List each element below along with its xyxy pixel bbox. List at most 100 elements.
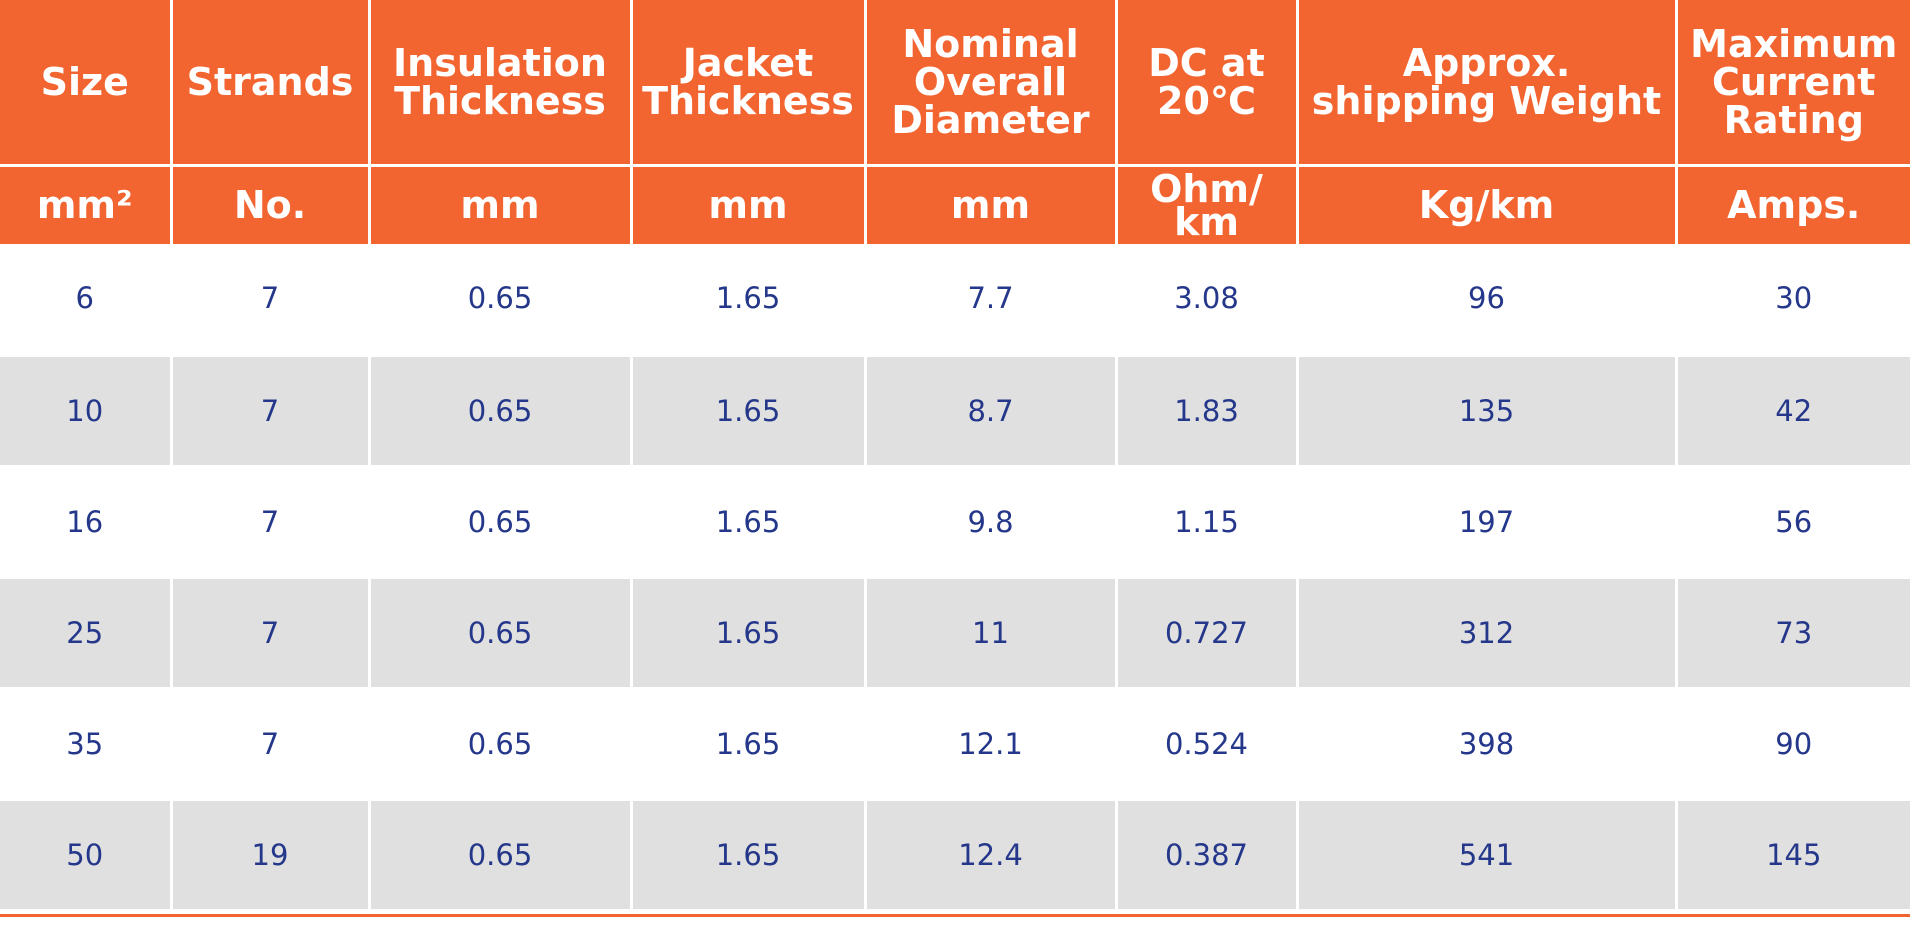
cell-text: 7	[260, 615, 280, 650]
data-cell: 25	[0, 578, 170, 687]
header-cell: DC at 20℃	[1117, 0, 1296, 164]
data-cell: 0.387	[1117, 800, 1296, 909]
cell-text: 1.65	[715, 504, 781, 539]
bottom-rule	[0, 914, 1910, 917]
header-cell: Nominal Overall Diameter	[866, 0, 1115, 164]
cell-text: 0.727	[1164, 615, 1249, 650]
data-cell: 73	[1677, 578, 1910, 687]
header-text: Strands	[186, 60, 354, 104]
header-text: shipping Weight	[1311, 79, 1662, 123]
data-cell: 7	[172, 356, 368, 465]
cell-text: 0.387	[1164, 837, 1249, 872]
data-cell: 90	[1678, 690, 1910, 798]
cell-text: 73	[1775, 615, 1813, 650]
header-text: Jacket	[682, 41, 814, 85]
unit-cell: No.	[172, 167, 368, 244]
data-cell: 135	[1298, 356, 1675, 465]
data-cell: 0.65	[370, 800, 630, 909]
unit-text: No.	[233, 183, 307, 228]
cell-text: 11	[972, 615, 1009, 650]
data-cell: 0.65	[371, 244, 630, 352]
cell-text: 90	[1775, 726, 1813, 761]
cell-text: 135	[1458, 393, 1515, 428]
data-cell: 35	[0, 690, 170, 798]
unit-cell: Ohm/km	[1117, 167, 1296, 244]
header-text: 20℃	[1157, 79, 1256, 123]
data-cell: 541	[1298, 800, 1675, 909]
unit-cell: Amps.	[1677, 167, 1910, 244]
cell-text: 56	[1775, 504, 1813, 539]
data-cell: 16	[0, 468, 170, 576]
cell-text: 9.8	[967, 504, 1014, 539]
header-text: Thickness	[394, 79, 606, 123]
data-cell: 7.7	[867, 244, 1115, 352]
data-cell: 56	[1678, 468, 1910, 576]
data-cell: 312	[1298, 578, 1675, 687]
data-cell: 0.524	[1118, 690, 1296, 798]
unit-text: Kg/km	[1418, 183, 1555, 228]
unit-cell: mm	[370, 167, 630, 244]
unit-cell: mm	[632, 167, 864, 244]
cell-text: 16	[66, 504, 104, 539]
data-cell: 197	[1299, 468, 1675, 576]
header-cell: Insulation Thickness	[370, 0, 630, 164]
cell-text: 1.65	[715, 837, 781, 872]
cell-text: 19	[251, 837, 289, 872]
unit-text: Amps.	[1727, 183, 1861, 228]
cell-text: 1.83	[1174, 393, 1239, 428]
data-cell: 7	[173, 244, 368, 352]
header-text: Approx.	[1402, 41, 1571, 85]
cell-text: 10	[66, 393, 104, 428]
cell-text: 7	[260, 393, 280, 428]
cell-text: 7.7	[967, 281, 1014, 315]
data-cell: 1.65	[633, 468, 864, 576]
data-cell: 6	[0, 244, 170, 352]
data-cell: 398	[1299, 690, 1675, 798]
cell-text: 0.65	[467, 837, 533, 872]
cell-text: 1.65	[715, 393, 781, 428]
data-cell: 7	[172, 578, 368, 687]
data-cell: 1.65	[633, 244, 864, 352]
cell-text: 1.65	[715, 726, 781, 761]
cell-text: 50	[66, 837, 104, 872]
data-cell: 1.83	[1117, 356, 1296, 465]
data-cell: 11	[866, 578, 1115, 687]
data-cell: 1.65	[632, 800, 864, 909]
cell-text: 25	[66, 615, 104, 650]
unit-cell: Kg/km	[1298, 167, 1675, 244]
header-text: Rating	[1723, 98, 1864, 142]
cell-text: 7	[260, 504, 280, 539]
data-cell: 12.4	[866, 800, 1115, 909]
data-cell: 10	[0, 356, 170, 465]
cell-text: 0.65	[467, 615, 533, 650]
unit-text: mm	[460, 183, 540, 228]
data-cell: 1.15	[1118, 468, 1296, 576]
data-cell: 1.65	[632, 356, 864, 465]
header-cell: Size	[0, 0, 170, 164]
data-cell: 30	[1678, 244, 1910, 352]
unit-text: mm²	[36, 183, 133, 228]
data-cell: 145	[1677, 800, 1910, 909]
cell-text: 8.7	[967, 393, 1014, 428]
cell-text: 1.65	[715, 615, 781, 650]
header-cell: Jacket Thickness	[632, 0, 864, 164]
cell-text: 312	[1458, 615, 1515, 650]
cell-text: 1.15	[1174, 504, 1239, 539]
cell-text: 12.1	[958, 726, 1023, 761]
data-cell: 50	[0, 800, 170, 909]
cell-text: 0.65	[467, 281, 533, 315]
cell-text: 398	[1458, 726, 1515, 761]
cell-text: 30	[1775, 281, 1813, 315]
cell-text: 6	[75, 281, 94, 315]
data-cell: 0.65	[370, 578, 630, 687]
data-cell: 0.65	[371, 690, 630, 798]
cell-text: 0.524	[1164, 726, 1249, 761]
header-text: Maximum	[1690, 22, 1898, 66]
data-cell: 0.65	[370, 356, 630, 465]
unit-cell: mm	[866, 167, 1115, 244]
data-cell: 8.7	[866, 356, 1115, 465]
header-text: Thickness	[642, 79, 854, 123]
cell-text: 96	[1468, 281, 1505, 315]
cell-text: 0.65	[467, 726, 533, 761]
